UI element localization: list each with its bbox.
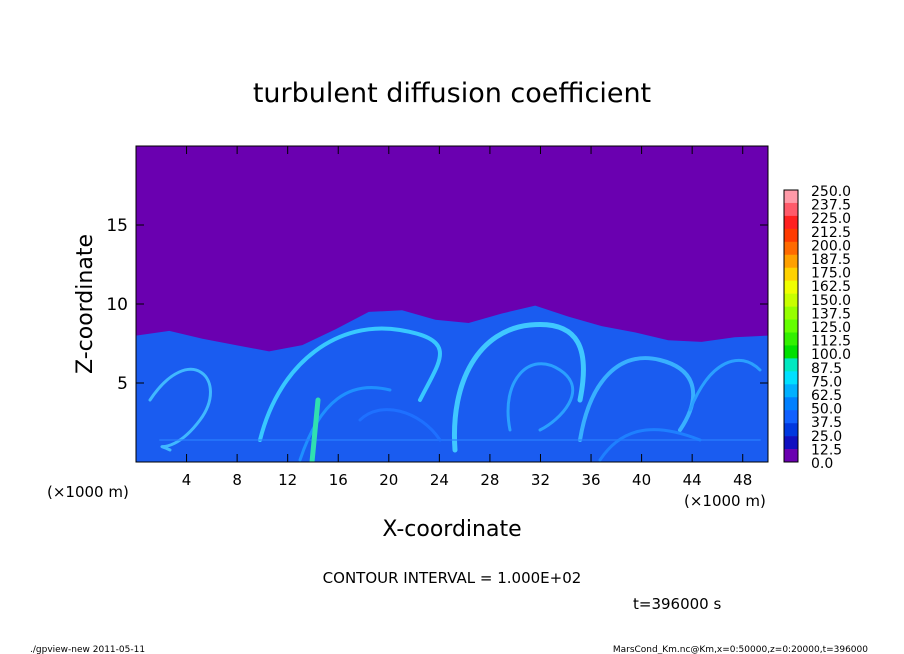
y-tick-label: 10	[106, 295, 128, 315]
x-tick-label: 20	[379, 471, 398, 489]
contour-interval: CONTOUR INTERVAL = 1.000E+02	[323, 569, 582, 587]
x-tick-label: 28	[480, 471, 499, 489]
x-tick-label: 8	[232, 471, 242, 489]
colorbar-swatch	[784, 332, 798, 346]
x-unit-left: (×1000 m)	[47, 483, 129, 501]
colorbar-label: 37.5	[811, 415, 842, 431]
x-unit-right: (×1000 m)	[684, 492, 766, 510]
colorbar-swatch	[784, 319, 798, 333]
colorbar-label: 100.0	[811, 347, 851, 363]
colorbar-label: 150.0	[811, 293, 851, 309]
colorbar-swatch	[784, 202, 798, 217]
x-axis-ticks: 4 8 12 16 20 24 28 32 36 40 44 48	[182, 146, 752, 489]
eddy-streak	[358, 408, 442, 442]
chart-title: turbulent diffusion coefficient	[253, 78, 651, 109]
colorbar-label: 200.0	[811, 238, 851, 254]
footer-left: ./gpview-new 2011-05-11	[30, 645, 145, 654]
colorbar: 250.0237.5225.0212.5200.0187.5175.0162.5…	[783, 184, 851, 472]
eddy-streak	[298, 386, 392, 462]
x-tick-label: 24	[430, 471, 449, 489]
colorbar-swatch	[784, 280, 798, 294]
x-tick-label: 16	[329, 471, 348, 489]
colorbar-label: 187.5	[811, 252, 851, 268]
colorbar-swatch	[784, 228, 798, 243]
x-tick-label: 36	[581, 471, 600, 489]
plume-streak	[309, 397, 321, 462]
colorbar-swatch	[784, 384, 798, 398]
colorbar-swatch	[784, 345, 798, 359]
eddy-streak	[451, 321, 586, 453]
colorbar-swatch	[784, 306, 798, 320]
colorbar-swatch	[784, 397, 798, 411]
colorbar-label: 50.0	[811, 402, 842, 418]
colorbar-swatch	[784, 423, 798, 437]
colorbar-label: 250.0	[811, 184, 851, 200]
colorbar-swatch	[784, 190, 798, 204]
colorbar-label: 137.5	[811, 306, 851, 322]
colorbar-label: 12.5	[811, 442, 842, 458]
colorbar-label: 237.5	[811, 198, 851, 214]
colorbar-frame	[783, 189, 799, 463]
time-label: t=396000 s	[633, 595, 721, 613]
y-axis-ticks: 5 10 15	[106, 216, 768, 394]
x-tick-label: 40	[632, 471, 651, 489]
x-axis-label: X-coordinate	[382, 517, 521, 542]
turbulent-eddies	[148, 321, 762, 462]
colorbar-swatch	[784, 410, 798, 424]
x-tick-label: 4	[182, 471, 192, 489]
eddy-streak	[688, 359, 762, 412]
colorbar-label: 0.0	[811, 456, 833, 472]
y-tick-label: 5	[117, 374, 128, 394]
colorbar-swatch	[784, 449, 798, 463]
colorbar-swatch	[784, 436, 798, 450]
turbulent-layer	[136, 305, 768, 462]
colorbar-swatch	[784, 293, 798, 307]
colorbar-label: 62.5	[811, 388, 842, 404]
colorbar-label: 225.0	[811, 211, 851, 227]
colorbar-label: 175.0	[811, 266, 851, 282]
colorbar-swatch	[784, 241, 798, 256]
colorbar-label: 25.0	[811, 429, 842, 445]
colorbar-swatch	[784, 358, 798, 372]
eddy-streak	[598, 428, 702, 462]
eddy-streak	[258, 326, 442, 442]
x-tick-label: 48	[733, 471, 752, 489]
colorbar-label: 87.5	[811, 361, 842, 377]
eddy-streak	[506, 362, 575, 432]
x-tick-label: 32	[531, 471, 550, 489]
colorbar-label: 212.5	[811, 225, 851, 241]
x-tick-label: 12	[278, 471, 297, 489]
colorbar-swatch	[784, 215, 798, 230]
y-axis-label: Z-coordinate	[73, 234, 98, 374]
colorbar-label: 125.0	[811, 320, 851, 336]
colorbar-swatch	[784, 254, 798, 269]
eddy-streak	[148, 367, 212, 452]
x-tick-label: 44	[683, 471, 702, 489]
colorbar-label: 112.5	[811, 334, 851, 350]
colorbar-label: 75.0	[811, 374, 842, 390]
y-tick-label: 15	[106, 216, 128, 236]
colorbar-swatch	[784, 267, 798, 281]
colorbar-swatch	[784, 371, 798, 385]
footer-right: MarsCond_Km.nc@Km,x=0:50000,z=0:20000,t=…	[613, 645, 868, 654]
colorbar-label: 162.5	[811, 279, 851, 295]
